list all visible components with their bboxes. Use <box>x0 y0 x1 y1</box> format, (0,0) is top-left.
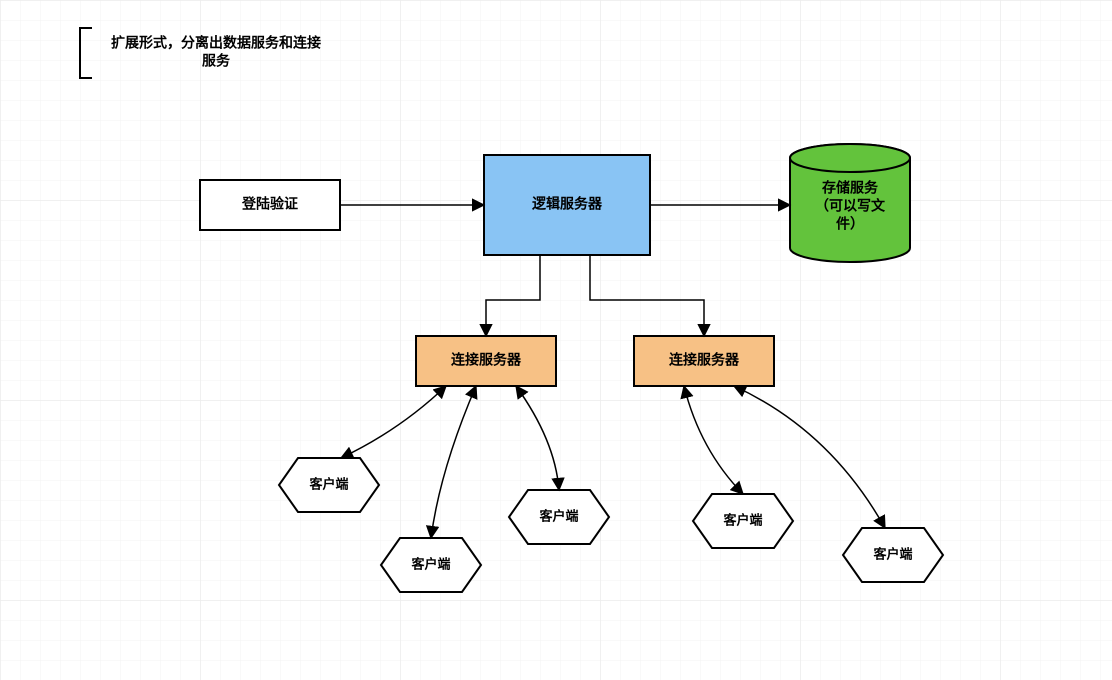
node-client1-label: 客户端 <box>309 476 348 491</box>
node-client4-label: 客户端 <box>723 512 762 527</box>
node-client2: 客户端 <box>381 538 481 592</box>
node-logic-label: 逻辑服务器 <box>532 196 603 212</box>
node-logic: 逻辑服务器 <box>484 155 650 255</box>
node-storage: 存储服务 （可以写文件） <box>790 144 910 262</box>
node-storage-label3: 件） <box>836 216 864 232</box>
node-login: 登陆验证 <box>200 180 340 230</box>
node-conn2-label: 连接服务器 <box>669 352 740 368</box>
node-client5: 客户端 <box>843 528 943 582</box>
node-login-label: 登陆验证 <box>241 196 298 212</box>
title-line2: 服务 <box>202 53 231 69</box>
node-client4: 客户端 <box>693 494 793 548</box>
node-client3-label: 客户端 <box>539 508 578 523</box>
node-client2-label: 客户端 <box>411 556 450 571</box>
node-conn1: 连接服务器 <box>416 336 556 386</box>
node-client5-label: 客户端 <box>873 546 912 561</box>
diagram-canvas: 扩展形式，分离出数据服务和连接服务登陆验证 逻辑服务器 存储服务 （可以写文件） 连接服… <box>0 0 1112 680</box>
node-client3: 客户端 <box>509 490 609 544</box>
node-storage-label1: 存储服务 <box>822 180 879 196</box>
node-conn1-label: 连接服务器 <box>451 352 522 368</box>
title-line1: 扩展形式，分离出数据服务和连接 <box>111 35 321 51</box>
node-client1: 客户端 <box>279 458 379 512</box>
node-conn2: 连接服务器 <box>634 336 774 386</box>
node-storage-label2: （可以写文 <box>815 198 886 214</box>
